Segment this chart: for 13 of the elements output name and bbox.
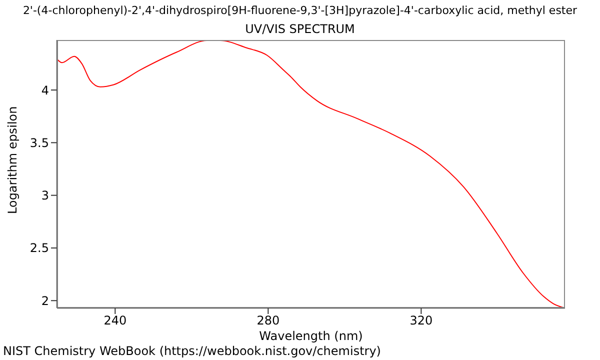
y-tick-label: 3.5 [30,136,49,150]
text: NIST Chemistry WebBook (https://webbook.nist.gov/chemistry) [3,344,381,358]
y-axis-title: Logarithm epsilon [5,106,20,214]
x-tick-label: 320 [410,314,433,328]
x-tick-label: 280 [256,314,280,328]
y-tick-label: 2.5 [30,241,49,256]
y-tick-label: 3 [41,188,49,203]
chart-subtitle: UV/VIS SPECTRUM [244,22,356,36]
y-tick-label: 4 [41,83,49,98]
chart-title: 2'-(4-chlorophenyl)-2',4'-dihydrospiro[9H-fluorene-9,3'-[3H]pyrazole]-4'-carboxylic acid, methyl ester [22,4,578,17]
x-tick-label: 240 [104,314,127,328]
y-tick-label: 2 [41,294,49,308]
x-axis-title: Wavelength (nm) [259,329,363,343]
